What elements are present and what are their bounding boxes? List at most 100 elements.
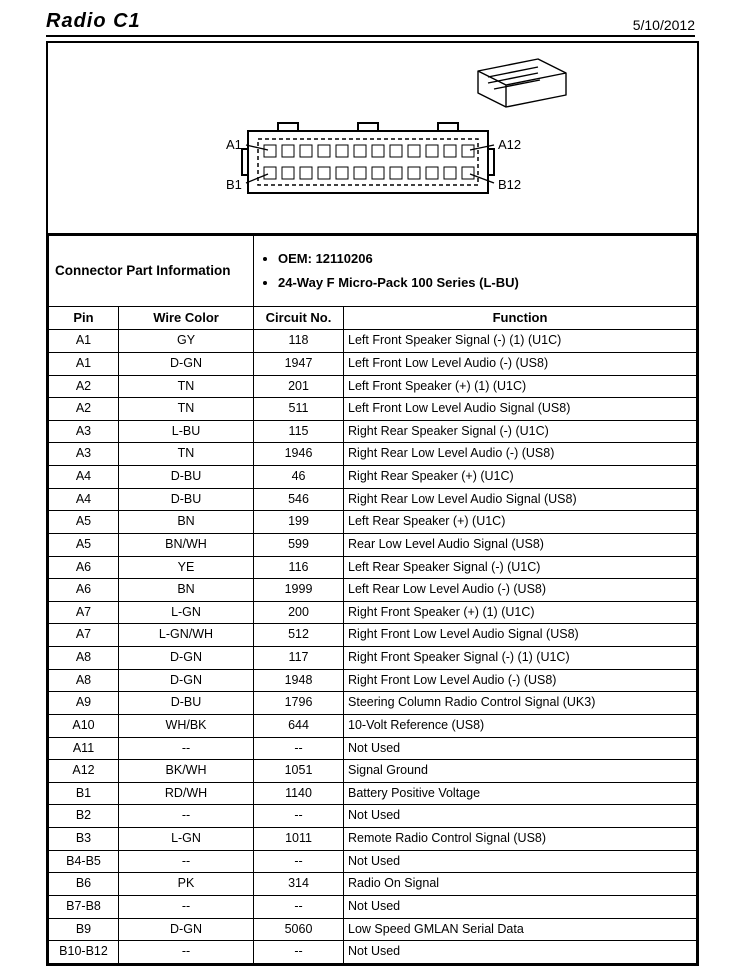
cell-function: Right Rear Low Level Audio Signal (US8)	[344, 488, 697, 511]
cell-wire: D-GN	[119, 918, 254, 941]
cell-wire: BK/WH	[119, 760, 254, 783]
table-row: B1RD/WH1140Battery Positive Voltage	[49, 782, 697, 805]
table-row: A1GY118Left Front Speaker Signal (-) (1)…	[49, 330, 697, 353]
cell-function: Left Front Speaker Signal (-) (1) (U1C)	[344, 330, 697, 353]
cell-pin: B6	[49, 873, 119, 896]
cell-wire: D-BU	[119, 466, 254, 489]
cell-pin: A8	[49, 647, 119, 670]
cell-function: Right Front Low Level Audio Signal (US8)	[344, 624, 697, 647]
cell-pin: A2	[49, 398, 119, 421]
cell-circuit: 1051	[254, 760, 344, 783]
cell-function: Battery Positive Voltage	[344, 782, 697, 805]
cell-circuit: 117	[254, 647, 344, 670]
cell-pin: A7	[49, 624, 119, 647]
cell-wire: L-GN	[119, 601, 254, 624]
cell-circuit: 546	[254, 488, 344, 511]
cell-circuit: 512	[254, 624, 344, 647]
cell-function: Not Used	[344, 737, 697, 760]
page-header: Radio C1 5/10/2012	[46, 10, 695, 37]
cell-pin: A4	[49, 488, 119, 511]
cell-function: Right Rear Speaker Signal (-) (U1C)	[344, 420, 697, 443]
table-body: A1GY118Left Front Speaker Signal (-) (1)…	[49, 330, 697, 964]
cell-function: Remote Radio Control Signal (US8)	[344, 828, 697, 851]
cell-wire: GY	[119, 330, 254, 353]
table-row: A7L-GN200Right Front Speaker (+) (1) (U1…	[49, 601, 697, 624]
cell-wire: BN	[119, 511, 254, 534]
col-circuit: Circuit No.	[254, 307, 344, 330]
cell-wire: --	[119, 850, 254, 873]
cell-wire: L-GN/WH	[119, 624, 254, 647]
cell-pin: A11	[49, 737, 119, 760]
cell-circuit: --	[254, 850, 344, 873]
cell-function: Right Front Low Level Audio (-) (US8)	[344, 669, 697, 692]
cell-function: Right Front Speaker Signal (-) (1) (U1C)	[344, 647, 697, 670]
cell-circuit: 1140	[254, 782, 344, 805]
cell-pin: A3	[49, 443, 119, 466]
table-row: B6PK314Radio On Signal	[49, 873, 697, 896]
cpi-line-0: OEM: 12110206	[278, 251, 692, 267]
table-row: B3L-GN1011Remote Radio Control Signal (U…	[49, 828, 697, 851]
connector-svg: A1 A12 B1 B12	[158, 53, 588, 223]
cell-circuit: 511	[254, 398, 344, 421]
table-row: A3TN1946Right Rear Low Level Audio (-) (…	[49, 443, 697, 466]
table-row: A12BK/WH1051Signal Ground	[49, 760, 697, 783]
table-row: A3L-BU115Right Rear Speaker Signal (-) (…	[49, 420, 697, 443]
cell-wire: L-GN	[119, 828, 254, 851]
cell-function: Right Rear Low Level Audio (-) (US8)	[344, 443, 697, 466]
cell-wire: RD/WH	[119, 782, 254, 805]
cell-function: Left Rear Speaker Signal (-) (U1C)	[344, 556, 697, 579]
label-b12: B12	[498, 177, 521, 192]
connector-diagram: A1 A12 B1 B12	[48, 43, 697, 235]
cell-circuit: --	[254, 895, 344, 918]
table-row: A1D-GN1947Left Front Low Level Audio (-)…	[49, 352, 697, 375]
cell-circuit: 1796	[254, 692, 344, 715]
cell-function: Left Front Low Level Audio Signal (US8)	[344, 398, 697, 421]
cell-function: Left Front Speaker (+) (1) (U1C)	[344, 375, 697, 398]
col-pin: Pin	[49, 307, 119, 330]
cell-wire: --	[119, 737, 254, 760]
cpi-label: Connector Part Information	[49, 236, 254, 307]
cell-pin: B7-B8	[49, 895, 119, 918]
cell-function: Right Rear Speaker (+) (U1C)	[344, 466, 697, 489]
cell-function: Left Rear Speaker (+) (U1C)	[344, 511, 697, 534]
cell-function: Low Speed GMLAN Serial Data	[344, 918, 697, 941]
cell-wire: D-GN	[119, 669, 254, 692]
cell-wire: D-GN	[119, 352, 254, 375]
table-row: A7L-GN/WH512Right Front Low Level Audio …	[49, 624, 697, 647]
page-title: Radio C1	[46, 10, 141, 33]
label-b1: B1	[226, 177, 242, 192]
table-row: A4D-BU46Right Rear Speaker (+) (U1C)	[49, 466, 697, 489]
cell-wire: TN	[119, 443, 254, 466]
table-row: A8D-GN117Right Front Speaker Signal (-) …	[49, 647, 697, 670]
cell-pin: A5	[49, 533, 119, 556]
cell-pin: B2	[49, 805, 119, 828]
cell-circuit: 118	[254, 330, 344, 353]
cell-function: Right Front Speaker (+) (1) (U1C)	[344, 601, 697, 624]
cpi-info: OEM: 12110206 24-Way F Micro-Pack 100 Se…	[254, 236, 697, 307]
cell-function: Not Used	[344, 895, 697, 918]
cell-pin: A4	[49, 466, 119, 489]
cell-function: Radio On Signal	[344, 873, 697, 896]
cpi-row: Connector Part Information OEM: 12110206…	[49, 236, 697, 307]
table-row: A11----Not Used	[49, 737, 697, 760]
cell-pin: A3	[49, 420, 119, 443]
cell-function: Left Rear Low Level Audio (-) (US8)	[344, 579, 697, 602]
table-row: A9D-BU1796Steering Column Radio Control …	[49, 692, 697, 715]
label-a12: A12	[498, 137, 521, 152]
cell-circuit: 46	[254, 466, 344, 489]
table-row: A8D-GN1948Right Front Low Level Audio (-…	[49, 669, 697, 692]
cell-pin: B3	[49, 828, 119, 851]
cell-wire: WH/BK	[119, 714, 254, 737]
cell-pin: A7	[49, 601, 119, 624]
cell-pin: A1	[49, 330, 119, 353]
cell-wire: L-BU	[119, 420, 254, 443]
document-frame: A1 A12 B1 B12 Connector Part Information…	[46, 41, 699, 966]
table-row: A4D-BU546Right Rear Low Level Audio Sign…	[49, 488, 697, 511]
cell-function: Not Used	[344, 850, 697, 873]
cell-pin: A8	[49, 669, 119, 692]
cell-circuit: 116	[254, 556, 344, 579]
cell-pin: B4-B5	[49, 850, 119, 873]
cell-wire: PK	[119, 873, 254, 896]
cell-wire: TN	[119, 375, 254, 398]
table-row: A2TN511Left Front Low Level Audio Signal…	[49, 398, 697, 421]
